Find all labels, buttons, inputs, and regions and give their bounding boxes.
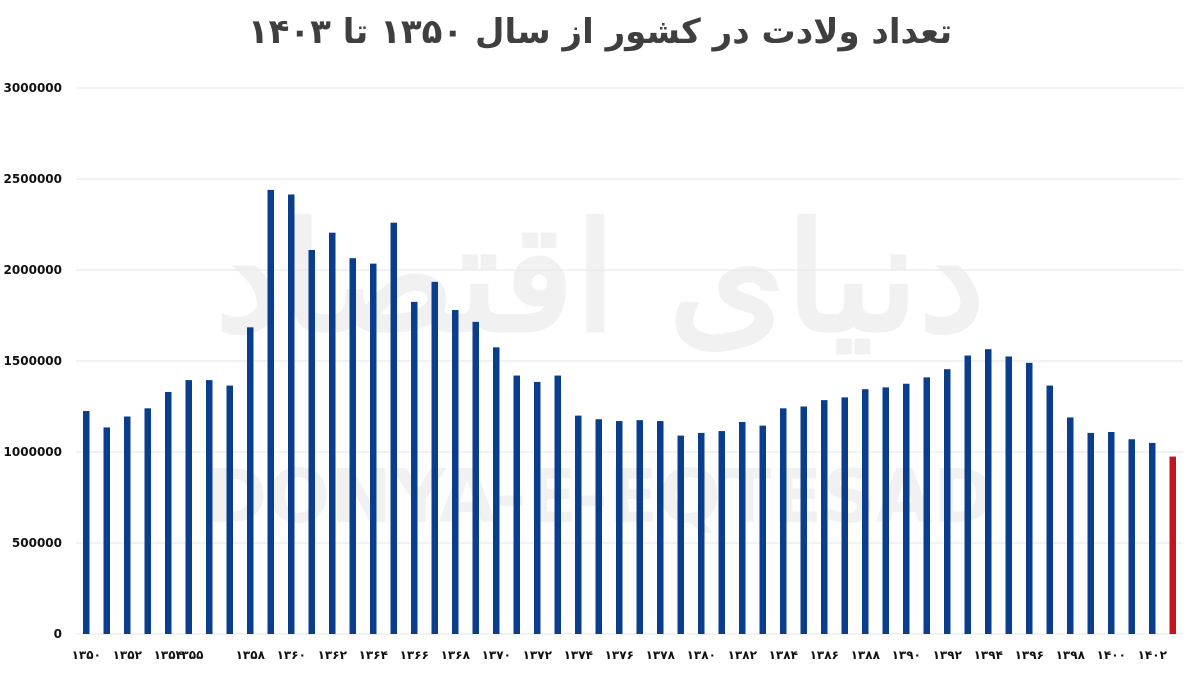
x-tick-label: ۱۳۸۶ [810, 648, 839, 662]
y-tick-label: 3000000 [4, 81, 62, 95]
bar [247, 327, 254, 634]
x-tick-label: ۱۳۹۴ [974, 648, 1003, 662]
y-tick-label: 1500000 [4, 354, 62, 368]
bar [472, 321, 479, 634]
bar [83, 411, 90, 634]
y-tick-label: 2000000 [4, 263, 62, 277]
x-tick-label: ۱۴۰۰ [1097, 648, 1126, 662]
bar [411, 301, 418, 634]
bar [985, 349, 992, 634]
bar [185, 380, 192, 634]
bar [1108, 431, 1115, 634]
x-tick-label: ۱۳۶۲ [318, 648, 348, 662]
bar [103, 427, 110, 634]
x-tick-label: ۱۳۷۴ [564, 648, 593, 662]
bar [390, 222, 397, 634]
bar [288, 194, 295, 634]
bar [964, 355, 971, 634]
x-tick-label: ۱۳۷۶ [605, 648, 634, 662]
bar [267, 189, 274, 635]
bar [718, 431, 725, 634]
bar [513, 375, 520, 634]
bars [83, 189, 1176, 635]
x-tick-label: ۱۳۹۶ [1015, 648, 1044, 662]
bar [759, 425, 766, 634]
x-tick-label: ۱۳۷۸ [646, 648, 676, 662]
bar [1087, 432, 1094, 634]
y-tick-label: 1000000 [4, 445, 62, 459]
bar [206, 380, 213, 634]
x-tick-label: ۱۳۷۰ [482, 648, 511, 662]
x-tick-label: ۱۳۹۸ [1056, 648, 1086, 662]
bar [616, 421, 623, 634]
x-tick-label: ۱۳۵۲ [113, 648, 143, 662]
x-tick-label: ۱۳۵۴ [154, 648, 183, 662]
x-tick-label: ۱۳۸۲ [728, 648, 758, 662]
x-tick-label: ۱۳۸۸ [851, 648, 881, 662]
bar [698, 432, 705, 634]
bar [534, 381, 541, 634]
y-axis: 0 500000 1000000 1500000 2000000 2500000 30000… [4, 81, 62, 641]
x-tick-label: ۱۳۸۰ [687, 648, 716, 662]
bar [677, 435, 684, 634]
bar [226, 385, 233, 634]
x-tick-label: ۱۳۹۲ [933, 648, 963, 662]
bar [1046, 385, 1053, 634]
bar [923, 377, 930, 634]
bar [882, 387, 889, 634]
x-tick-label: ۱۳۹۰ [892, 648, 921, 662]
bar-highlighted [1169, 456, 1176, 634]
bar [308, 249, 315, 635]
bar [595, 419, 602, 634]
bar [349, 258, 356, 634]
bar [636, 420, 643, 634]
bar [944, 369, 951, 634]
x-tick-label: ۱۳۶۰ [277, 648, 306, 662]
x-tick-label: ۱۳۷۲ [523, 648, 553, 662]
gridlines [76, 87, 1183, 635]
x-tick-label: ۱۴۰۲ [1138, 648, 1168, 662]
bar [329, 232, 336, 634]
x-tick-label: ۱۳۵۰ [72, 648, 101, 662]
watermark-persian: دنیای اقتصاد [215, 190, 985, 366]
bar [554, 375, 561, 634]
bar [821, 400, 828, 634]
bar [739, 421, 746, 634]
bar [575, 415, 582, 634]
bar [165, 391, 172, 634]
bar [657, 421, 664, 634]
x-tick-label: ۱۳۵۸ [236, 648, 266, 662]
bar [370, 263, 377, 634]
x-tick-label: ۱۳۶۴ [359, 648, 388, 662]
bar [841, 397, 848, 634]
bar [1005, 356, 1012, 634]
bar [1067, 417, 1074, 634]
bar [452, 310, 459, 634]
bar [800, 406, 807, 634]
bar [862, 389, 869, 634]
bar [124, 416, 131, 634]
bar [1149, 442, 1156, 634]
y-tick-label: 2500000 [4, 172, 62, 186]
chart-title: تعداد ولادت در کشور از سال ۱۳۵۰ تا ۱۴۰۳ [247, 12, 953, 52]
bar [903, 383, 910, 634]
bar [431, 281, 438, 634]
bar [1026, 362, 1033, 634]
x-tick-label: ۱۳۶۸ [441, 648, 471, 662]
x-tick-label: ۱۳۸۴ [769, 648, 798, 662]
bar [493, 347, 500, 634]
x-tick-label: ۱۳۶۶ [400, 648, 429, 662]
y-tick-label: 500000 [12, 536, 62, 550]
x-tick-label: ۱۳۵۵ [174, 648, 203, 662]
bar [144, 408, 151, 634]
bar [1128, 439, 1135, 634]
bar [780, 408, 787, 634]
y-tick-label: 0 [54, 627, 62, 641]
